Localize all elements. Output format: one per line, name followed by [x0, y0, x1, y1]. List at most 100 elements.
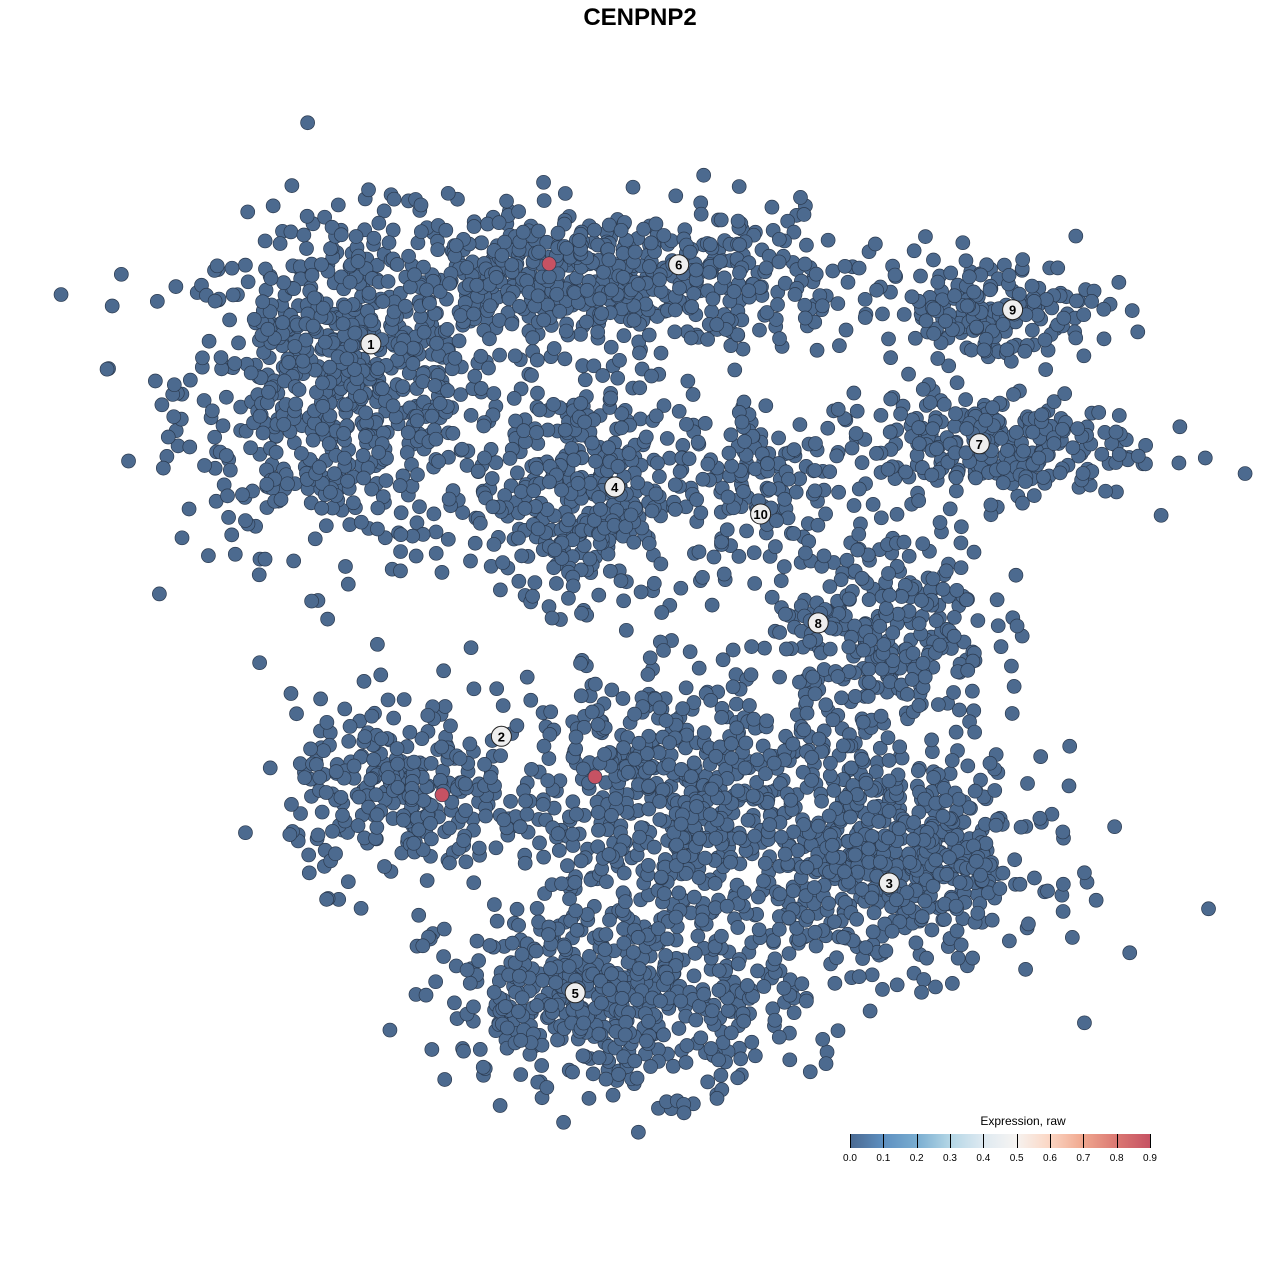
data-point: [543, 704, 559, 720]
data-point: [554, 482, 569, 498]
data-point: [342, 274, 358, 290]
data-point: [931, 697, 946, 712]
data-point: [611, 1067, 626, 1082]
data-point: [591, 822, 606, 838]
data-point: [1171, 455, 1187, 471]
data-point: [363, 772, 379, 787]
data-point: [113, 266, 129, 282]
data-point: [982, 755, 998, 771]
data-point: [1032, 810, 1048, 826]
data-point: [463, 553, 478, 569]
data-point: [636, 221, 651, 237]
data-point: [201, 548, 216, 563]
data-point: [395, 379, 411, 394]
data-point: [499, 193, 514, 209]
data-point: [854, 751, 870, 767]
data-point: [338, 397, 354, 413]
data-point: [594, 306, 609, 321]
data-point: [731, 549, 747, 564]
data-point: [632, 345, 647, 361]
data-point: [486, 984, 502, 1000]
data-point: [665, 1058, 681, 1074]
data-point: [396, 692, 412, 707]
colorbar-tick-label: 0.4: [976, 1153, 991, 1164]
data-point: [849, 403, 865, 419]
data-point: [275, 315, 290, 330]
data-point: [1027, 870, 1042, 886]
data-point: [866, 799, 882, 815]
data-point: [737, 434, 752, 449]
data-point: [656, 1027, 671, 1043]
data-point: [630, 930, 646, 945]
data-point: [565, 578, 581, 594]
data-point: [854, 455, 870, 470]
data-point: [700, 456, 716, 472]
data-point: [727, 362, 743, 378]
data-point: [510, 465, 525, 481]
colorbar-tick: [1116, 1134, 1118, 1148]
data-point: [653, 993, 668, 1009]
data-point: [643, 235, 659, 251]
data-point: [948, 406, 963, 421]
data-point: [620, 765, 636, 780]
data-point: [747, 828, 763, 844]
data-point: [382, 1022, 398, 1038]
data-point: [467, 368, 483, 384]
data-point: [574, 605, 589, 621]
data-point: [653, 556, 669, 572]
data-point: [445, 426, 461, 441]
data-point: [314, 421, 330, 437]
data-point: [531, 223, 546, 239]
data-point: [653, 345, 669, 361]
data-point: [830, 1023, 846, 1039]
data-point: [155, 460, 171, 476]
data-point: [767, 951, 783, 967]
data-point: [948, 483, 964, 499]
data-point: [366, 752, 382, 767]
data-point: [471, 840, 487, 856]
data-point: [641, 778, 656, 794]
data-point: [438, 222, 454, 238]
data-point: [588, 454, 603, 469]
data-point: [529, 425, 544, 440]
data-point: [726, 284, 742, 299]
data-point: [865, 497, 881, 512]
data-point: [1017, 343, 1033, 359]
data-point: [402, 724, 418, 740]
data-point: [454, 441, 470, 457]
data-point: [613, 222, 629, 238]
data-point: [1077, 865, 1092, 881]
data-point: [851, 526, 867, 542]
data-point: [286, 553, 302, 569]
data-point: [1012, 876, 1028, 892]
data-point: [437, 1072, 453, 1087]
data-point: [885, 625, 901, 641]
data-point: [849, 911, 865, 927]
data-point: [686, 889, 702, 905]
data-point: [262, 304, 278, 320]
data-point: [301, 847, 317, 863]
data-point: [1153, 507, 1169, 523]
data-point: [197, 458, 212, 473]
data-point: [573, 656, 588, 671]
data-point: [466, 306, 482, 322]
data-point: [944, 753, 960, 768]
data-point: [741, 283, 757, 299]
data-point: [693, 206, 709, 222]
data-point: [386, 710, 402, 726]
data-point: [350, 254, 366, 269]
data-point: [353, 514, 369, 530]
data-point: [469, 933, 485, 949]
data-point: [370, 636, 385, 652]
data-point: [557, 186, 573, 201]
data-point: [640, 667, 656, 682]
data-point: [459, 962, 475, 978]
data-point: [995, 475, 1011, 491]
data-point: [582, 948, 597, 964]
data-point: [840, 274, 856, 290]
data-point: [287, 339, 303, 354]
data-point: [808, 938, 824, 954]
data-point: [1122, 945, 1138, 961]
data-point: [516, 423, 532, 439]
data-point: [315, 300, 331, 316]
